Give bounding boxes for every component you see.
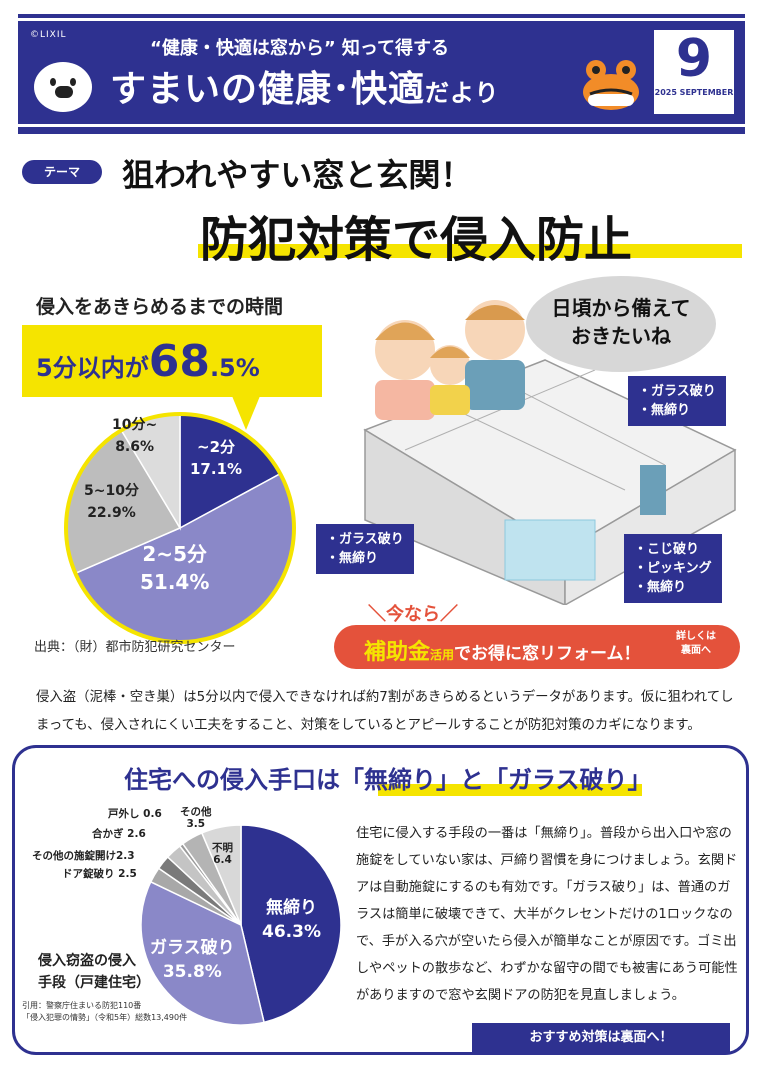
pie2-label-7: 不明 6.4 <box>212 842 233 866</box>
pie2-label-1: ガラス破り 35.8% <box>150 938 235 982</box>
pie1-label-2: 5~10分 22.9% <box>84 483 139 521</box>
time-stat-label: 侵入をあきらめるまでの時間 <box>36 296 284 318</box>
cta-rest: でお得に窓リフォーム！ <box>454 644 641 664</box>
newsletter-title: すまいの健康･快適だより <box>110 60 500 112</box>
methods-paragraph: 住宅に侵入する手段の一番は「無締り」。普段から出入口や窓の施錠をしていない家は、… <box>356 826 738 1003</box>
chick-mascot-icon <box>34 62 92 112</box>
stat-highlight-box <box>22 325 322 397</box>
frog-mascot-icon <box>583 60 639 110</box>
speech-bubble: 日頃から備えて おきたいね <box>526 276 716 372</box>
header-tagline: “健康・快適は窓から” 知って得する <box>150 38 450 59</box>
issue-date-box: 9 2025 SEPTEMBER <box>652 28 736 116</box>
cta-now-text: ＼今なら／ <box>368 604 458 625</box>
theme-badge: テーマ <box>22 160 102 184</box>
issue-date: 2025 SEPTEMBER <box>654 88 734 97</box>
pie1-label-3: 10分~ 8.6% <box>112 417 158 455</box>
pie-slice-0 <box>240 824 342 1024</box>
risk-tag-living: ・ガラス破り ・無締り <box>316 524 414 574</box>
cta-side-note: 詳しくは 裏面へ <box>676 631 716 656</box>
pie2-label-3: その他の施錠開け2.3 <box>32 850 135 862</box>
cta-text: 補助金活用でお得に窓リフォーム！ <box>364 634 641 666</box>
theme-title-line1: 狙われやすい窓と玄関！ <box>122 156 473 194</box>
pie2-label-5: 戸外し 0.6 <box>108 808 162 820</box>
pie-outline <box>64 412 296 644</box>
methods-title-highlight <box>378 784 642 796</box>
pie2-label-0: 無締り 46.3% <box>262 898 321 942</box>
methods-chart-title: 侵入窃盗の侵入 手段（戸建住宅） <box>38 953 150 991</box>
title-main: すまいの健康･快適 <box>110 69 426 110</box>
stat-decimal: .5% <box>209 354 260 382</box>
cta-banner[interactable] <box>334 625 740 669</box>
pie2-label-6: その他 3.5 <box>180 806 212 830</box>
methods-title: 住宅への侵入手口は「無締り」と「ガラス破り」 <box>124 766 652 794</box>
pie1-label-0: ~2分 17.1% <box>190 438 243 478</box>
title-small: だより <box>425 79 500 107</box>
recommend-banner[interactable]: おすすめ対策は裏面へ！ <box>472 1023 730 1053</box>
title-highlight <box>198 244 742 258</box>
header-stripe <box>18 124 745 127</box>
risk-tag-window: ・ガラス破り ・無締り <box>628 376 726 426</box>
cta-use: 活用 <box>430 648 455 662</box>
intro-paragraph: 侵入盗（泥棒・空き巣）は5分以内で侵入できなければ約7割があきらめるというデータ… <box>36 690 734 733</box>
brand-logo-text: ©LIXIL <box>30 30 67 40</box>
theme-title-line2: 防犯対策で侵入防止 <box>200 212 633 268</box>
header-stripe <box>18 18 745 21</box>
methods-panel <box>12 745 749 1055</box>
pie2-label-2: ドア錠破り 2.5 <box>62 868 137 880</box>
time-pie-chart <box>64 412 296 644</box>
callout-pointer <box>232 396 260 430</box>
issue-number: 9 <box>675 29 713 89</box>
stat-value: 68 <box>148 336 210 387</box>
pie2-label-4: 合かぎ 2.6 <box>92 828 146 840</box>
pie-slice-1 <box>140 880 265 1026</box>
methods-source: 引用：警察庁住まいる防犯110番 「侵入犯罪の情勢」（令和5年）総数13,490… <box>22 1001 188 1022</box>
cta-subsidy: 補助金 <box>364 640 431 665</box>
stat-highlight: 5分以内が68.5% <box>36 336 260 387</box>
risk-tag-door: ・こじ破り ・ピッキング ・無締り <box>624 534 722 603</box>
stat-prefix: 5分以内が <box>36 354 149 382</box>
pie-slice-7 <box>200 824 242 926</box>
pie1-label-1: 2~5分 51.4% <box>140 542 210 594</box>
source-note: 出典：（財）都市防犯研究センター <box>34 640 236 655</box>
methods-pie-chart <box>140 824 342 1026</box>
